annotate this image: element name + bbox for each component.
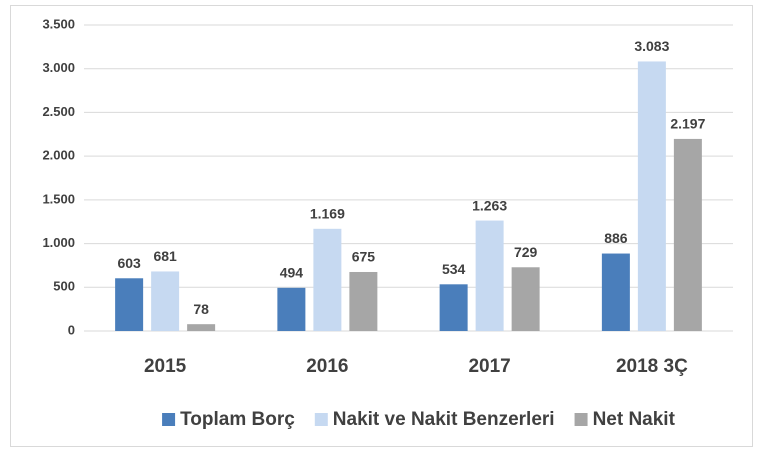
legend-label: Toplam Borç	[180, 409, 295, 430]
x-tick-label: 2018 3Ç	[616, 356, 688, 377]
x-tick-label: 2017	[468, 356, 510, 377]
bar	[349, 271, 378, 331]
data-label: 675	[352, 249, 376, 265]
legend-swatch	[162, 413, 176, 426]
legend-label: Nakit ve Nakit Benzerleri	[333, 409, 555, 430]
bar	[277, 287, 306, 331]
data-label: 3.083	[634, 38, 669, 54]
x-tick-label: 2015	[144, 356, 187, 377]
bar	[511, 267, 540, 331]
chart-border	[10, 5, 753, 447]
data-label: 681	[153, 248, 177, 264]
y-tick-label: 2.000	[42, 148, 75, 163]
bar	[601, 253, 630, 331]
data-label: 1.169	[310, 205, 345, 221]
data-label: 603	[117, 255, 141, 271]
bar	[475, 220, 504, 331]
y-tick-label: 3.000	[42, 60, 75, 75]
y-tick-label: 2.500	[42, 104, 75, 119]
data-label: 886	[604, 230, 628, 246]
y-tick-label: 0	[68, 322, 75, 337]
bar	[673, 138, 702, 331]
legend-swatch	[314, 413, 328, 426]
bar	[151, 271, 180, 331]
data-label: 729	[514, 244, 538, 260]
y-tick-label: 500	[53, 279, 75, 294]
bar	[187, 324, 216, 331]
data-label: 1.263	[472, 197, 507, 213]
bar	[637, 61, 666, 332]
legend-swatch	[574, 413, 588, 426]
data-label: 534	[442, 261, 466, 277]
x-tick-label: 2016	[306, 356, 348, 377]
y-tick-label: 3.500	[42, 16, 75, 31]
bar	[115, 278, 144, 331]
data-label: 2.197	[670, 116, 705, 132]
bar	[313, 228, 342, 331]
y-tick-label: 1.000	[42, 235, 75, 250]
data-label: 78	[193, 301, 209, 317]
bar	[439, 284, 468, 331]
legend-label: Net Nakit	[593, 409, 676, 430]
y-tick-label: 1.500	[42, 191, 75, 206]
data-label: 494	[280, 265, 304, 281]
